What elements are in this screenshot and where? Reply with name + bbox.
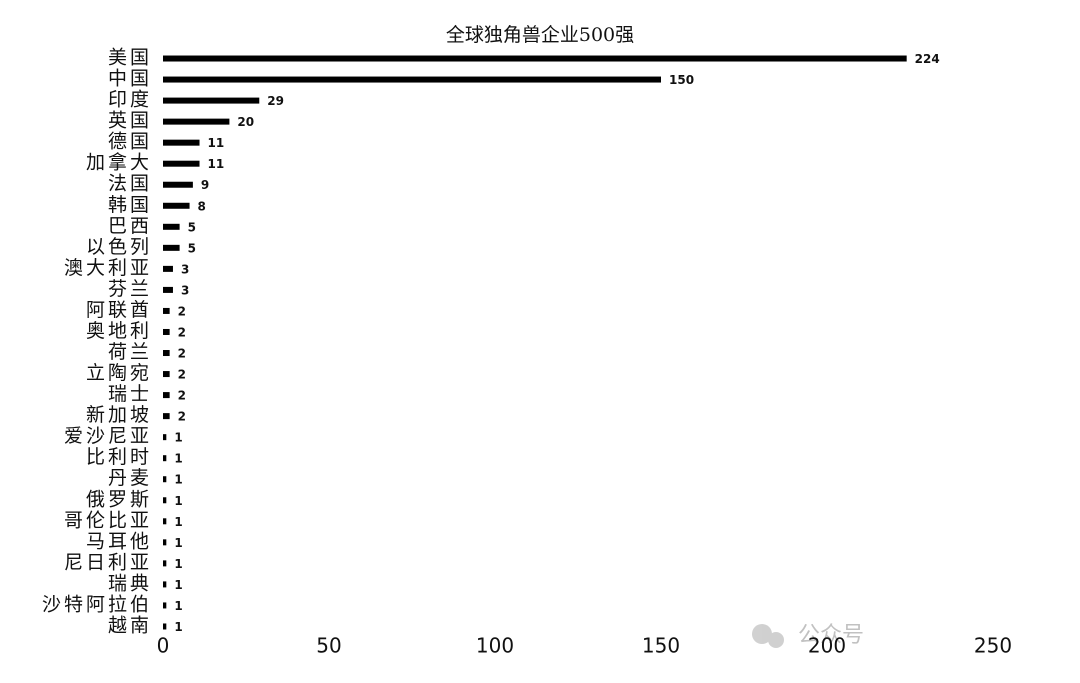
- x-tick-label: 250: [974, 634, 1012, 658]
- y-tick-label: 韩国: [108, 194, 152, 216]
- y-tick-label: 俄罗斯: [86, 488, 152, 510]
- value-label: 20: [237, 115, 254, 129]
- bar: [163, 181, 193, 188]
- bar: [163, 434, 167, 441]
- value-label: 1: [174, 620, 182, 634]
- bar: [163, 371, 170, 378]
- value-label: 1: [174, 452, 182, 466]
- value-label: 1: [174, 494, 182, 508]
- y-tick-label: 以色列: [86, 236, 152, 258]
- value-label: 5: [188, 220, 196, 234]
- value-label: 29: [267, 94, 284, 108]
- y-tick-label: 爱沙尼亚: [64, 425, 152, 447]
- x-tick-label: 200: [808, 634, 846, 658]
- watermark-icon: [768, 632, 784, 648]
- y-tick-label: 印度: [108, 89, 152, 111]
- bar: [163, 244, 180, 251]
- bar: [163, 623, 167, 630]
- value-label: 150: [669, 73, 694, 87]
- watermark-icon: [752, 624, 772, 644]
- value-label: 1: [174, 473, 182, 487]
- value-label: 2: [178, 347, 186, 361]
- bar: [163, 160, 200, 167]
- x-tick-label: 50: [316, 634, 341, 658]
- y-tick-label: 瑞典: [108, 572, 152, 594]
- bar: [163, 76, 661, 83]
- value-label: 2: [178, 325, 186, 339]
- y-tick-label: 奥地利: [86, 320, 152, 342]
- bar: [163, 560, 167, 567]
- bar: [163, 602, 167, 609]
- bar: [163, 139, 200, 146]
- bar: [163, 223, 180, 230]
- y-tick-label: 德国: [108, 131, 152, 153]
- bar: [163, 413, 170, 420]
- watermark: 公众号: [798, 623, 864, 648]
- value-label: 8: [198, 199, 206, 213]
- y-tick-label: 阿联酋: [86, 299, 152, 321]
- bar: [163, 539, 167, 546]
- value-label: 1: [174, 536, 182, 550]
- bar: [163, 581, 167, 588]
- y-tick-label: 马耳他: [86, 530, 152, 552]
- value-label: 1: [174, 599, 182, 613]
- y-tick-label: 芬兰: [108, 278, 152, 300]
- bar: [163, 307, 170, 314]
- bar: [163, 476, 167, 483]
- value-label: 3: [181, 283, 189, 297]
- bar: [163, 350, 170, 357]
- y-tick-label: 荷兰: [108, 341, 152, 363]
- x-tick-label: 100: [476, 634, 514, 658]
- value-label: 2: [178, 389, 186, 403]
- x-tick-label: 150: [642, 634, 680, 658]
- value-label: 2: [178, 368, 186, 382]
- y-tick-label: 瑞士: [108, 383, 152, 405]
- value-label: 11: [208, 136, 225, 150]
- y-tick-label: 英国: [108, 110, 152, 132]
- bar: [163, 265, 173, 272]
- y-tick-label: 越南: [108, 614, 152, 636]
- y-tick-label: 立陶宛: [86, 362, 152, 384]
- value-label: 5: [188, 241, 196, 255]
- y-tick-label: 巴西: [108, 215, 152, 237]
- y-tick-label: 沙特阿拉伯: [42, 593, 152, 615]
- y-tick-label: 尼日利亚: [64, 551, 152, 573]
- y-tick-label: 加拿大: [86, 151, 152, 174]
- bar: [163, 286, 173, 293]
- y-tick-label: 比利时: [86, 446, 152, 468]
- y-tick-label: 新加坡: [86, 404, 152, 426]
- bar: [163, 328, 170, 335]
- value-label: 3: [181, 262, 189, 276]
- value-label: 9: [201, 178, 209, 192]
- bar: [163, 97, 260, 104]
- watermark-group: 公众号: [752, 623, 864, 648]
- y-tick-label: 澳大利亚: [64, 257, 152, 279]
- value-label: 11: [208, 157, 225, 171]
- y-tick-label: 哥伦比亚: [64, 509, 152, 531]
- x-tick-label: 0: [157, 634, 170, 658]
- bar: [163, 392, 170, 399]
- value-label: 224: [915, 52, 940, 66]
- chart-title: 全球独角兽企业500强: [446, 24, 634, 46]
- bar: [163, 55, 907, 62]
- y-tick-label: 美国: [108, 47, 152, 69]
- y-tick-label: 法国: [108, 173, 152, 195]
- bar: [163, 118, 230, 125]
- value-label: 2: [178, 304, 186, 318]
- bar: [163, 518, 167, 525]
- value-label: 1: [174, 515, 182, 529]
- bar: [163, 202, 190, 209]
- y-tick-label: 丹麦: [108, 467, 152, 489]
- bar: [163, 455, 167, 462]
- bar: [163, 497, 167, 504]
- value-label: 1: [174, 431, 182, 445]
- value-label: 1: [174, 578, 182, 592]
- value-label: 1: [174, 557, 182, 571]
- y-tick-label: 中国: [108, 68, 152, 90]
- value-label: 2: [178, 410, 186, 424]
